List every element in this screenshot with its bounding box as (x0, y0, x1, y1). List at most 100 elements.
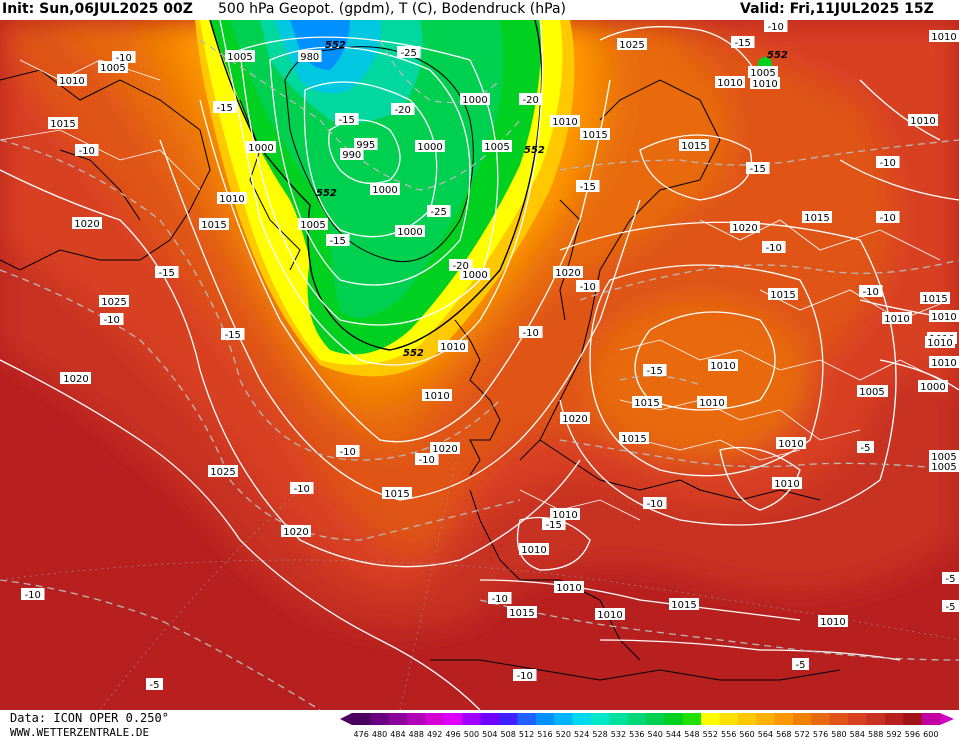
svg-text:1025: 1025 (619, 40, 644, 51)
svg-text:1010: 1010 (910, 116, 935, 127)
svg-text:1015: 1015 (509, 608, 534, 619)
colorbar-tick-label: 516 (537, 730, 552, 739)
colorbar-tick-label: 556 (721, 730, 736, 739)
svg-text:1010: 1010 (440, 342, 465, 353)
svg-text:1010: 1010 (752, 79, 777, 90)
svg-text:1015: 1015 (671, 600, 696, 611)
isotherm-label: -10 (876, 156, 900, 169)
colorbar-tick-label: 560 (739, 730, 754, 739)
svg-text:1010: 1010 (931, 358, 956, 369)
svg-text:-15: -15 (330, 236, 346, 247)
isobar-label: 1015 (802, 211, 832, 224)
svg-text:-15: -15 (750, 164, 766, 175)
svg-text:1000: 1000 (920, 382, 945, 393)
svg-text:-10: -10 (523, 328, 539, 339)
svg-text:1000: 1000 (417, 142, 442, 153)
colorbar-tick-label: 532 (611, 730, 626, 739)
svg-text:1005: 1005 (931, 462, 956, 473)
colorbar-tick-label: 580 (831, 730, 846, 739)
svg-text:1010: 1010 (931, 312, 956, 323)
valid-time: Valid: Fri,11JUL2025 15Z (740, 1, 934, 17)
isotherm-label: -10 (519, 326, 543, 339)
isobar-label: 1010 (519, 543, 549, 556)
isotherm-label: -15 (746, 162, 770, 175)
svg-text:1015: 1015 (804, 213, 829, 224)
colorbar-tick-label: 500 (464, 730, 479, 739)
svg-text:-15: -15 (339, 115, 355, 126)
colorbar-arrow-low (340, 713, 352, 725)
init-time: Init: Sun,06JUL2025 00Z (2, 1, 193, 17)
svg-text:1015: 1015 (621, 434, 646, 445)
isobar-label: 1010 (929, 356, 959, 369)
svg-text:-20: -20 (453, 261, 469, 272)
isotherm-label: -10 (112, 51, 136, 64)
svg-text:1010: 1010 (884, 314, 909, 325)
colorbar-tick-label: 528 (592, 730, 607, 739)
isobar-label: 995 (354, 138, 378, 151)
svg-text:-5: -5 (861, 443, 871, 454)
colorbar-tick-label: 568 (776, 730, 791, 739)
colorbar-swatch (811, 713, 831, 725)
isobar-label: 1005 (298, 218, 328, 231)
isobar-label: 1010 (929, 30, 959, 43)
isobar-label: 1010 (422, 389, 452, 402)
isotherm-label: -10 (643, 497, 667, 510)
isotherm-label: -15 (335, 113, 359, 126)
isobar-label: 1010 (715, 76, 745, 89)
isobar-label: 1010 (708, 359, 738, 372)
colorbar-tick-label: 484 (390, 730, 405, 739)
svg-text:-10: -10 (580, 282, 596, 293)
isobar-label: 1020 (553, 266, 583, 279)
svg-text:-10: -10 (517, 671, 533, 682)
colorbar-tick-label: 536 (629, 730, 644, 739)
svg-text:990: 990 (342, 150, 361, 161)
colorbar-swatch (737, 713, 757, 725)
isobar-label: 1015 (48, 117, 78, 130)
isotherm-label: -10 (762, 241, 786, 254)
svg-text:1000: 1000 (462, 270, 487, 281)
colorbar-tick-label: 540 (648, 730, 663, 739)
svg-text:-25: -25 (401, 48, 417, 59)
colorbar-tick-label: 544 (666, 730, 681, 739)
isotherm-label: -15 (643, 364, 667, 377)
geopotential-label: 552 (767, 50, 788, 61)
isobar-label: 1000 (460, 93, 490, 106)
svg-text:1005: 1005 (931, 452, 956, 463)
colorbar-swatch (793, 713, 812, 725)
svg-text:-15: -15 (580, 182, 596, 193)
svg-text:1025: 1025 (101, 297, 126, 308)
svg-text:-20: -20 (395, 105, 411, 116)
svg-text:-5: -5 (150, 680, 160, 691)
colorbar-swatch (590, 713, 610, 725)
isobar-label: 1010 (882, 312, 912, 325)
isotherm-label: -10 (513, 669, 537, 682)
svg-text:1020: 1020 (732, 223, 757, 234)
geopotential-label: 552 (325, 40, 346, 51)
svg-text:-25: -25 (431, 207, 447, 218)
svg-text:1010: 1010 (424, 391, 449, 402)
svg-text:1010: 1010 (931, 32, 956, 43)
svg-text:-10: -10 (104, 315, 120, 326)
svg-text:-10: -10 (294, 484, 310, 495)
isobar-label: 1015 (580, 128, 610, 141)
svg-text:1010: 1010 (552, 117, 577, 128)
svg-text:1025: 1025 (210, 467, 235, 478)
isotherm-label: -10 (764, 20, 788, 33)
svg-text:-10: -10 (25, 590, 41, 601)
colorbar-swatch (407, 713, 426, 725)
isobars (0, 19, 959, 711)
isotherm-label: -10 (415, 453, 439, 466)
isotherm-label: -5 (942, 572, 959, 585)
svg-text:1015: 1015 (50, 119, 75, 130)
svg-text:-10: -10 (79, 146, 95, 157)
colorbar-swatch (664, 713, 684, 725)
colorbar-swatch (443, 713, 463, 725)
isotherm-label: -15 (576, 180, 600, 193)
colorbar-swatch (903, 713, 923, 725)
isobar-label: 1025 (208, 465, 238, 478)
isotherm-label: -15 (155, 266, 179, 279)
colorbar-tick-label: 508 (501, 730, 516, 739)
svg-text:1020: 1020 (562, 414, 587, 425)
isotherm-label: -15 (731, 36, 755, 49)
weather-map: 1005 980 1010 1005 1000 995 990 1000 1000 1000 100… (0, 19, 959, 711)
